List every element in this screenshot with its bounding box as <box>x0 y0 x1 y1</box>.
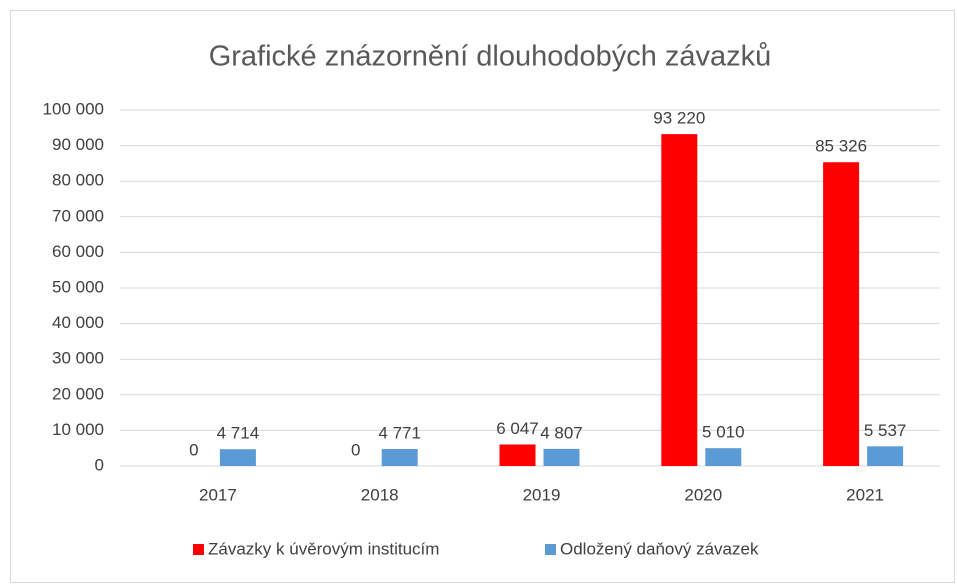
bar <box>705 448 742 466</box>
bar <box>867 446 904 466</box>
y-tick-label: 30 000 <box>52 349 104 368</box>
x-tick-label: 2017 <box>199 485 237 504</box>
bar <box>661 134 698 467</box>
data-label: 5 537 <box>864 421 907 440</box>
y-tick-label: 50 000 <box>52 277 104 296</box>
x-tick-label: 2019 <box>523 485 561 504</box>
chart-title: Grafické znázornění dlouhodobých závazků <box>209 41 772 73</box>
legend-swatch <box>545 544 556 555</box>
data-label: 85 326 <box>815 137 867 156</box>
bar <box>219 449 256 466</box>
y-tick-label: 0 <box>95 455 104 474</box>
x-tick-label: 2018 <box>361 485 399 504</box>
y-tick-label: 10 000 <box>52 420 104 439</box>
y-tick-label: 40 000 <box>52 313 104 332</box>
data-label: 0 <box>351 440 360 459</box>
y-tick-label: 90 000 <box>52 135 104 154</box>
x-tick-label: 2020 <box>684 485 722 504</box>
data-label: 4 714 <box>217 424 260 443</box>
y-tick-label: 20 000 <box>52 384 104 403</box>
y-tick-label: 70 000 <box>52 206 104 225</box>
bar <box>543 448 580 466</box>
bar <box>381 449 418 466</box>
legend-label: Odložený daňový závazek <box>560 539 759 558</box>
y-tick-label: 100 000 <box>43 99 104 118</box>
data-label: 6 047 <box>496 419 539 438</box>
legend-label: Závazky k úvěrovým institucím <box>208 539 439 558</box>
y-tick-label: 80 000 <box>52 171 104 190</box>
x-tick-label: 2021 <box>846 485 884 504</box>
data-label: 0 <box>189 440 198 459</box>
chart-border <box>10 10 955 583</box>
legend-swatch <box>193 544 204 555</box>
data-label: 4 807 <box>540 423 583 442</box>
data-label: 93 220 <box>653 109 705 128</box>
data-label: 5 010 <box>702 423 745 442</box>
bar <box>823 162 860 466</box>
y-tick-label: 60 000 <box>52 242 104 261</box>
data-label: 4 771 <box>378 423 421 442</box>
bar <box>499 444 536 466</box>
